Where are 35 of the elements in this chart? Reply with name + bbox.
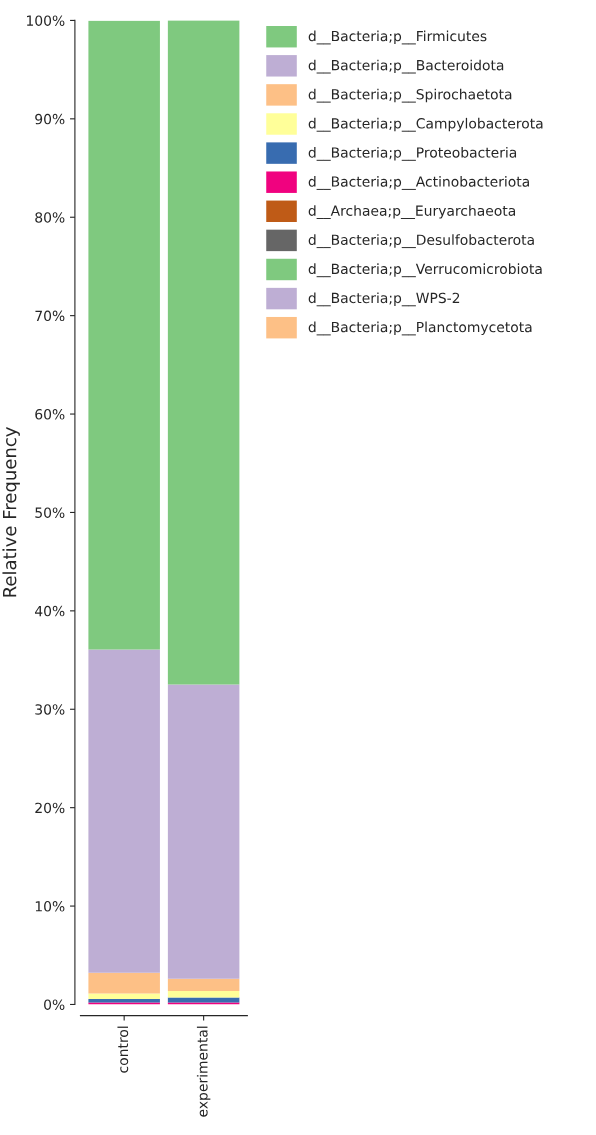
legend-label: d__Archaea;p__Euryarchaeota xyxy=(308,205,516,219)
legend-label: d__Bacteria;p__Planctomycetota xyxy=(308,321,532,336)
legend-label: d__Bacteria;p__Actinobacteriota xyxy=(308,176,529,190)
legend-label: d__Bacteria;p__Bacteroidota xyxy=(308,59,504,74)
bar xyxy=(167,991,240,998)
y-axis-title: Relative Frequency xyxy=(2,427,20,597)
y-tick-label: 100% xyxy=(27,15,65,26)
y-tick-label: 80% xyxy=(35,212,65,223)
legend-label: d__Bacteria;p__Spirochaetota xyxy=(308,88,512,103)
y-tick-label: 30% xyxy=(35,704,65,715)
legend-label: d__Bacteria;p__WPS-2 xyxy=(308,292,460,307)
bar xyxy=(88,972,160,994)
bar xyxy=(88,649,160,973)
bar xyxy=(167,684,240,979)
y-tick-label: 60% xyxy=(35,409,65,420)
y-tick-label: 10% xyxy=(35,901,65,912)
bar xyxy=(167,20,240,685)
y-tick-label: 50% xyxy=(35,507,65,518)
x-tick-label: experimental xyxy=(196,1026,211,1117)
y-tick-label: 20% xyxy=(35,802,65,814)
y-tick-label: 70% xyxy=(35,310,65,322)
bar xyxy=(167,997,240,1003)
y-tick-label: 90% xyxy=(35,113,65,125)
x-tick-label: control xyxy=(117,1026,129,1073)
y-tick-label: 40% xyxy=(34,605,65,617)
legend-label: d__Bacteria;p__Campylobacterota xyxy=(308,117,543,132)
legend-label: d__Bacteria;p__Proteobacteria xyxy=(308,146,517,161)
legend-label: d__Bacteria;p__Desulfobacterota xyxy=(308,234,534,249)
legend-label: d__Bacteria;p__Verrucomicrobiota xyxy=(308,263,542,278)
legend-label: d__Bacteria;p__Firmicutes xyxy=(308,30,487,45)
bar xyxy=(88,20,160,650)
bar xyxy=(167,978,240,992)
y-tick-label: 0% xyxy=(44,999,65,1010)
bar xyxy=(88,998,160,1003)
bar xyxy=(88,993,160,999)
